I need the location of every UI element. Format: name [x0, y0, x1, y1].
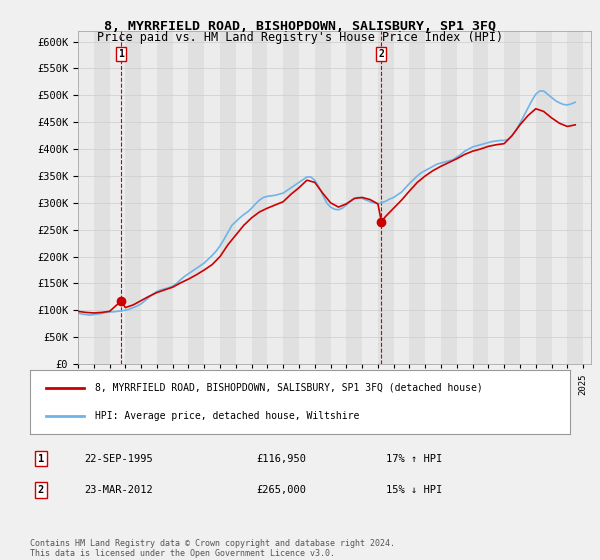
Bar: [173, 31, 188, 364]
Bar: [441, 31, 457, 364]
Text: HPI: Average price, detached house, Wiltshire: HPI: Average price, detached house, Wilt…: [95, 411, 359, 421]
Bar: [488, 31, 504, 364]
Bar: [520, 31, 536, 364]
Bar: [394, 31, 409, 364]
Bar: [536, 31, 551, 364]
Bar: [346, 31, 362, 364]
Text: 2: 2: [379, 49, 385, 59]
Bar: [157, 31, 173, 364]
Bar: [173, 31, 188, 364]
Bar: [409, 31, 425, 364]
Bar: [473, 31, 488, 364]
Bar: [457, 31, 473, 364]
Bar: [457, 31, 473, 364]
Bar: [220, 31, 236, 364]
Text: 2: 2: [38, 485, 44, 495]
Text: £265,000: £265,000: [257, 485, 307, 495]
Bar: [394, 31, 409, 364]
Bar: [141, 31, 157, 364]
Text: 17% ↑ HPI: 17% ↑ HPI: [386, 454, 443, 464]
Bar: [599, 31, 600, 364]
Bar: [583, 31, 599, 364]
Text: 8, MYRRFIELD ROAD, BISHOPDOWN, SALISBURY, SP1 3FQ (detached house): 8, MYRRFIELD ROAD, BISHOPDOWN, SALISBURY…: [95, 382, 482, 393]
Text: 1: 1: [38, 454, 44, 464]
Text: 1: 1: [118, 49, 124, 59]
Bar: [568, 31, 583, 364]
Bar: [94, 31, 110, 364]
Bar: [268, 31, 283, 364]
Bar: [204, 31, 220, 364]
Bar: [441, 31, 457, 364]
Bar: [299, 31, 315, 364]
Bar: [331, 31, 346, 364]
Bar: [583, 31, 599, 364]
Bar: [551, 31, 568, 364]
Bar: [568, 31, 583, 364]
Bar: [236, 31, 251, 364]
Bar: [425, 31, 441, 364]
Bar: [362, 31, 378, 364]
Text: Price paid vs. HM Land Registry's House Price Index (HPI): Price paid vs. HM Land Registry's House …: [97, 31, 503, 44]
Bar: [520, 31, 536, 364]
Text: 15% ↓ HPI: 15% ↓ HPI: [386, 485, 443, 495]
Bar: [331, 31, 346, 364]
Bar: [488, 31, 504, 364]
Bar: [473, 31, 488, 364]
Bar: [283, 31, 299, 364]
Bar: [94, 31, 110, 364]
Bar: [409, 31, 425, 364]
Bar: [362, 31, 378, 364]
Bar: [157, 31, 173, 364]
Bar: [78, 31, 94, 364]
Bar: [283, 31, 299, 364]
Bar: [125, 31, 141, 364]
Bar: [551, 31, 568, 364]
Bar: [125, 31, 141, 364]
Text: Contains HM Land Registry data © Crown copyright and database right 2024.
This d: Contains HM Land Registry data © Crown c…: [30, 539, 395, 558]
Text: £116,950: £116,950: [257, 454, 307, 464]
Bar: [599, 31, 600, 364]
Bar: [236, 31, 251, 364]
Bar: [315, 31, 331, 364]
Text: 23-MAR-2012: 23-MAR-2012: [84, 485, 153, 495]
Bar: [141, 31, 157, 364]
Bar: [78, 31, 94, 364]
Bar: [110, 31, 125, 364]
Bar: [251, 31, 268, 364]
Text: 22-SEP-1995: 22-SEP-1995: [84, 454, 153, 464]
Bar: [536, 31, 551, 364]
Bar: [315, 31, 331, 364]
Bar: [346, 31, 362, 364]
Bar: [188, 31, 204, 364]
Text: 8, MYRRFIELD ROAD, BISHOPDOWN, SALISBURY, SP1 3FQ: 8, MYRRFIELD ROAD, BISHOPDOWN, SALISBURY…: [104, 20, 496, 32]
Bar: [220, 31, 236, 364]
Bar: [251, 31, 268, 364]
Bar: [378, 31, 394, 364]
Bar: [268, 31, 283, 364]
Bar: [425, 31, 441, 364]
Bar: [378, 31, 394, 364]
Bar: [110, 31, 125, 364]
Bar: [188, 31, 204, 364]
Bar: [504, 31, 520, 364]
Bar: [204, 31, 220, 364]
Bar: [504, 31, 520, 364]
Bar: [299, 31, 315, 364]
